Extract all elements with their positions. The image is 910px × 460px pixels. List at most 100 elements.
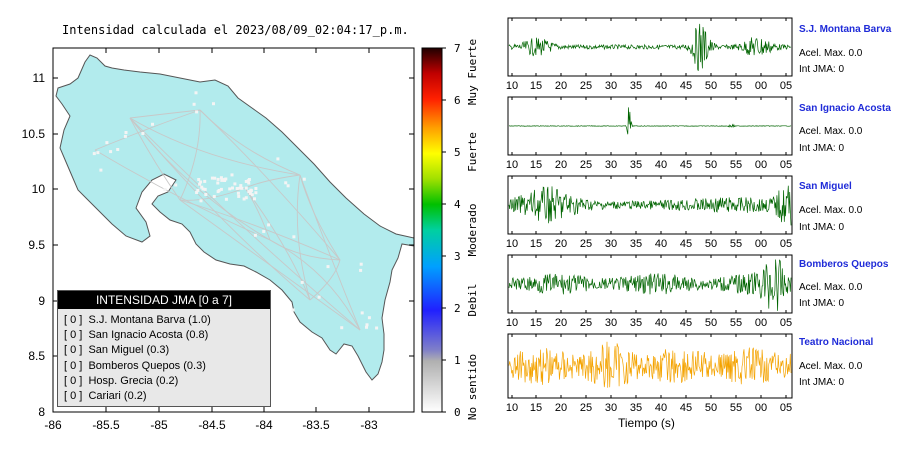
city-point bbox=[365, 323, 369, 327]
time-tick-label: 50 bbox=[705, 159, 717, 171]
city-point bbox=[375, 326, 379, 330]
city-point bbox=[340, 326, 344, 330]
city-point bbox=[197, 178, 201, 181]
time-tick-label: 50 bbox=[705, 402, 717, 414]
city-point bbox=[204, 193, 208, 196]
time-tick-label: 20 bbox=[555, 159, 567, 171]
colorbar-category-label: Moderado bbox=[466, 204, 479, 257]
map-x-tick-label: -84 bbox=[255, 418, 273, 432]
city-point bbox=[109, 150, 113, 154]
city-point bbox=[286, 184, 290, 188]
map-y-tick-label: 10 bbox=[32, 182, 46, 196]
city-point bbox=[198, 182, 202, 186]
road bbox=[129, 117, 271, 241]
map-x-tick-label: -83 bbox=[360, 418, 378, 432]
city-point bbox=[92, 152, 96, 156]
city-point bbox=[199, 180, 203, 184]
road bbox=[129, 117, 301, 176]
time-tick-label: 45 bbox=[680, 402, 692, 414]
time-tick-label: 25 bbox=[580, 317, 592, 329]
colorbar-tick-label: 6 bbox=[454, 94, 461, 107]
colorbar-category-label: Fuerte bbox=[466, 132, 479, 172]
city-point bbox=[220, 178, 224, 182]
legend-list: [ 0 ] S.J. Montana Barva (1.0) [ 0 ] San… bbox=[58, 313, 270, 404]
station-int: Int JMA: 0 bbox=[799, 298, 845, 309]
time-tick-label: 40 bbox=[655, 317, 667, 329]
city-point bbox=[163, 188, 167, 191]
road-network bbox=[94, 109, 361, 331]
time-tick-label: 35 bbox=[630, 80, 642, 92]
city-point bbox=[254, 191, 258, 195]
city-point bbox=[219, 176, 223, 180]
city-point bbox=[124, 131, 128, 134]
time-tick-label: 55 bbox=[730, 238, 742, 250]
city-point bbox=[253, 197, 256, 201]
legend-item: [ 0 ] San Miguel (0.3) bbox=[64, 344, 170, 357]
city-points bbox=[92, 91, 379, 330]
station-name: Bomberos Quepos bbox=[799, 259, 889, 270]
station-name: Teatro Nacional bbox=[799, 337, 874, 348]
time-tick-label: 25 bbox=[580, 238, 592, 250]
road bbox=[129, 109, 201, 119]
map-y-tick-label: 9.5 bbox=[28, 238, 45, 252]
city-point bbox=[326, 265, 330, 269]
city-point bbox=[192, 102, 196, 106]
road bbox=[244, 187, 271, 241]
time-tick-label: 30 bbox=[605, 238, 617, 250]
city-point bbox=[262, 229, 266, 233]
time-tick-label: 50 bbox=[705, 317, 717, 329]
station-acel: Acel. Max. 0.0 bbox=[799, 282, 863, 293]
map-x-tick-label: -85.5 bbox=[92, 418, 120, 432]
colorbar-tick-label: 3 bbox=[454, 250, 461, 263]
time-tick-label: 15 bbox=[530, 317, 542, 329]
legend-item: [ 0 ] S.J. Montana Barva (1.0) bbox=[64, 314, 211, 326]
road bbox=[94, 149, 271, 241]
colorbar-tick-label: 0 bbox=[454, 406, 461, 419]
city-point bbox=[219, 187, 223, 191]
road bbox=[179, 199, 341, 261]
time-tick-label: 30 bbox=[605, 80, 617, 92]
city-point bbox=[284, 181, 288, 185]
city-point bbox=[217, 189, 221, 192]
city-point bbox=[237, 194, 241, 198]
road bbox=[179, 199, 361, 331]
colorbar-category-label: Debil bbox=[466, 283, 479, 316]
time-tick-label: 55 bbox=[730, 402, 742, 414]
road bbox=[129, 117, 181, 201]
time-tick-label: 35 bbox=[630, 238, 642, 250]
station-int: Int JMA: 0 bbox=[799, 64, 845, 75]
time-tick-label: 55 bbox=[730, 80, 742, 92]
colorbar-category-label: Muy Fuerte bbox=[466, 39, 479, 105]
time-tick-label: 35 bbox=[630, 317, 642, 329]
map-x-tick-label: -85 bbox=[150, 418, 168, 432]
time-tick-label: 40 bbox=[655, 402, 667, 414]
map-y-tick-label: 8.5 bbox=[28, 349, 45, 363]
road bbox=[299, 174, 361, 331]
city-point bbox=[231, 186, 234, 190]
city-point bbox=[224, 177, 228, 181]
road bbox=[269, 239, 361, 331]
time-tick-label: 15 bbox=[530, 80, 542, 92]
time-tick-label: 05 bbox=[780, 80, 792, 92]
time-tick-label: 00 bbox=[755, 402, 767, 414]
city-point bbox=[300, 280, 304, 284]
waveform-trace bbox=[508, 341, 792, 388]
legend-title: INTENSIDAD JMA [0 a 7] bbox=[58, 291, 270, 309]
city-point bbox=[233, 182, 237, 186]
colorbar-tick-label: 2 bbox=[454, 302, 461, 315]
legend-item: [ 0 ] Hosp. Grecia (0.2) bbox=[64, 374, 179, 387]
city-point bbox=[247, 190, 251, 194]
time-tick-label: 25 bbox=[580, 80, 592, 92]
road bbox=[244, 174, 301, 189]
city-point bbox=[212, 102, 215, 106]
time-tick-label: 05 bbox=[780, 317, 792, 329]
city-point bbox=[365, 325, 368, 329]
city-point bbox=[196, 188, 200, 192]
city-point bbox=[250, 193, 254, 197]
time-tick-label: 00 bbox=[755, 317, 767, 329]
city-point bbox=[244, 196, 248, 200]
time-tick-label: 10 bbox=[506, 317, 518, 329]
time-tick-label: 20 bbox=[555, 238, 567, 250]
road bbox=[179, 109, 201, 201]
map-x-tick-label: -83.5 bbox=[302, 418, 330, 432]
